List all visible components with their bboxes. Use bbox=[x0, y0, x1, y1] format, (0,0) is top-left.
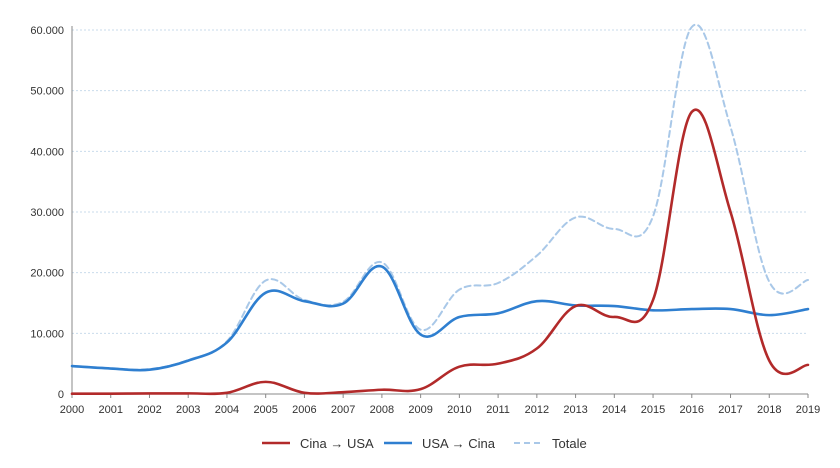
x-tick-label: 2013 bbox=[563, 404, 587, 416]
x-tick-label: 2015 bbox=[641, 404, 665, 416]
x-tick-label: 2012 bbox=[525, 404, 549, 416]
series-line-2 bbox=[71, 23, 809, 371]
legend: Cina → USA USA → Cina Totale bbox=[262, 436, 587, 451]
x-tick-label: 2011 bbox=[486, 404, 510, 416]
y-tick-label: 20.000 bbox=[30, 268, 64, 280]
x-tick-label: 2017 bbox=[718, 404, 742, 416]
x-tick-label: 2007 bbox=[331, 404, 355, 416]
y-tick-label: 0 bbox=[58, 389, 64, 401]
x-tick-label: 2008 bbox=[370, 404, 394, 416]
x-tick-label: 2009 bbox=[408, 404, 432, 416]
x-tick-label: 2005 bbox=[253, 404, 277, 416]
y-tick-label: 50.000 bbox=[30, 86, 64, 98]
x-tick-label: 2003 bbox=[176, 404, 200, 416]
x-axis-tick-labels: 2000 2001 2002 2003 2004 2005 2006 2007 2008 2009… bbox=[60, 404, 820, 416]
x-tick-label: 2000 bbox=[60, 404, 84, 416]
x-tick-label: 2010 bbox=[447, 404, 471, 416]
legend-label-1: USA → Cina bbox=[422, 436, 496, 451]
y-tick-label: 40.000 bbox=[30, 146, 64, 158]
y-tick-label: 60.000 bbox=[30, 25, 64, 37]
y-tick-label: 30.000 bbox=[30, 207, 64, 219]
x-tick-label: 2006 bbox=[292, 404, 316, 416]
series-line-1 bbox=[70, 264, 810, 372]
x-tick-label: 2019 bbox=[796, 404, 820, 416]
x-tick-label: 2018 bbox=[757, 404, 781, 416]
legend-label-2: Totale bbox=[552, 436, 587, 451]
series-line-0 bbox=[70, 108, 810, 396]
x-tick-label: 2002 bbox=[137, 404, 161, 416]
x-tick-label: 2016 bbox=[680, 404, 704, 416]
series-lines bbox=[70, 23, 810, 396]
y-axis-tick-labels: 0 10.000 20.000 30.000 40.000 50.000 60.000 bbox=[30, 25, 64, 401]
legend-label-0: Cina → USA bbox=[300, 436, 374, 451]
gridlines bbox=[72, 29, 808, 334]
x-tick-label: 2014 bbox=[602, 404, 626, 416]
x-tick-label: 2001 bbox=[98, 404, 122, 416]
x-tick-label: 2004 bbox=[215, 404, 239, 416]
y-tick-label: 10.000 bbox=[30, 328, 64, 340]
